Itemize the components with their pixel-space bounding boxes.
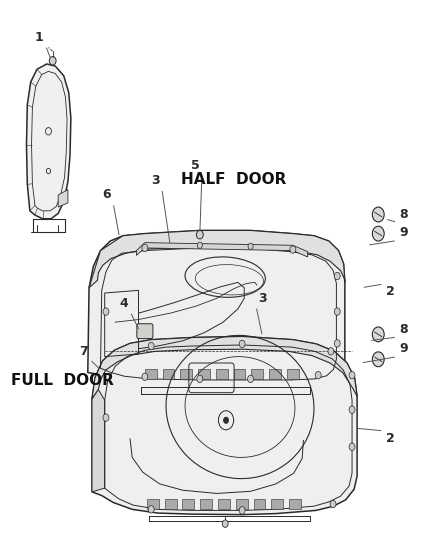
Polygon shape: [233, 369, 245, 379]
Circle shape: [328, 348, 334, 355]
Circle shape: [330, 500, 336, 508]
Text: 5: 5: [191, 159, 200, 172]
Polygon shape: [136, 243, 307, 257]
Circle shape: [222, 520, 228, 527]
Circle shape: [148, 342, 154, 350]
Text: 4: 4: [119, 297, 128, 310]
Polygon shape: [58, 190, 68, 207]
Circle shape: [239, 507, 245, 514]
Circle shape: [372, 207, 384, 222]
Polygon shape: [89, 230, 345, 288]
Circle shape: [103, 414, 109, 421]
Circle shape: [197, 242, 202, 248]
Polygon shape: [92, 336, 357, 515]
Circle shape: [49, 56, 56, 65]
Circle shape: [248, 243, 253, 249]
Text: 3: 3: [258, 292, 267, 305]
Polygon shape: [254, 499, 265, 509]
Circle shape: [349, 372, 355, 379]
Text: 8: 8: [399, 208, 408, 221]
Circle shape: [372, 327, 384, 342]
Text: FULL  DOOR: FULL DOOR: [11, 373, 114, 388]
Polygon shape: [269, 369, 281, 379]
Polygon shape: [88, 230, 345, 386]
Circle shape: [197, 375, 203, 383]
Polygon shape: [147, 499, 159, 509]
Polygon shape: [165, 499, 177, 509]
Polygon shape: [287, 369, 299, 379]
Circle shape: [223, 417, 229, 423]
Circle shape: [148, 506, 154, 513]
Text: 9: 9: [399, 342, 408, 355]
Polygon shape: [216, 369, 228, 379]
Text: HALF  DOOR: HALF DOOR: [181, 172, 286, 187]
Polygon shape: [162, 369, 174, 379]
Text: 6: 6: [102, 189, 111, 201]
Polygon shape: [218, 499, 230, 509]
Text: 8: 8: [399, 322, 408, 336]
Circle shape: [334, 272, 340, 280]
Circle shape: [290, 246, 296, 253]
Circle shape: [349, 443, 355, 450]
Circle shape: [334, 308, 340, 316]
Circle shape: [247, 375, 254, 383]
Polygon shape: [180, 369, 192, 379]
Text: 7: 7: [79, 345, 88, 358]
Polygon shape: [200, 499, 212, 509]
Polygon shape: [92, 390, 105, 492]
Text: 1: 1: [35, 31, 43, 44]
Polygon shape: [251, 369, 263, 379]
Circle shape: [239, 340, 245, 348]
FancyBboxPatch shape: [137, 324, 153, 338]
Circle shape: [349, 406, 355, 414]
Circle shape: [315, 372, 321, 379]
Polygon shape: [26, 64, 71, 219]
Text: 2: 2: [386, 432, 395, 446]
Polygon shape: [289, 499, 301, 509]
Polygon shape: [198, 369, 210, 379]
Circle shape: [197, 230, 203, 239]
Polygon shape: [92, 336, 357, 399]
Circle shape: [372, 352, 384, 367]
Text: 2: 2: [386, 286, 395, 298]
Circle shape: [103, 308, 109, 316]
Text: 9: 9: [399, 226, 408, 239]
Circle shape: [142, 373, 148, 381]
Polygon shape: [183, 499, 194, 509]
Polygon shape: [271, 499, 283, 509]
Circle shape: [142, 244, 148, 252]
Polygon shape: [145, 369, 157, 379]
Circle shape: [334, 340, 340, 347]
Text: 3: 3: [151, 174, 160, 187]
Polygon shape: [236, 499, 247, 509]
Circle shape: [372, 226, 384, 241]
